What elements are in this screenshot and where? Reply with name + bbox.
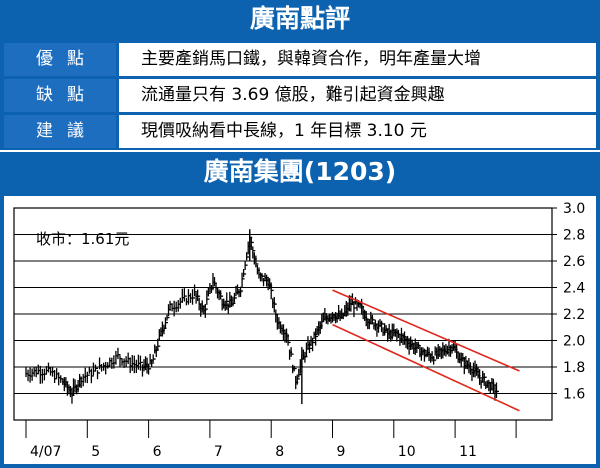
y-tick-label: 1.6 <box>563 387 585 403</box>
review-row-pros: 優點 主要產銷馬口鐵，與韓資合作，明年產量大增 <box>4 43 596 76</box>
price-layer <box>25 229 499 405</box>
review-header: 廣南點評 <box>0 0 600 39</box>
pros-label: 優點 <box>4 43 116 76</box>
chart-frame: 3.0 2.8 2.6 2.4 2.2 2.0 1.8 1.6 4/07 5 6 7 8 9 10 11 收市… <box>0 192 600 468</box>
y-tick-label: 2.2 <box>563 307 585 323</box>
review-row-advice: 建議 現價吸納看中長線，1 年目標 3.10 元 <box>4 115 596 148</box>
trend-line-upper <box>332 289 520 372</box>
chart-background <box>4 196 596 464</box>
x-tick-label: 11 <box>459 444 477 460</box>
close-price-annotation: 收市：1.61元 <box>36 230 129 248</box>
review-title: 廣南點評 <box>249 4 350 33</box>
advice-text: 現價吸納看中長線，1 年目標 3.10 元 <box>119 115 596 148</box>
y-tick-label: 1.8 <box>563 360 585 376</box>
stock-title: 廣南集團(1203) <box>203 157 397 186</box>
price-chart: 3.0 2.8 2.6 2.4 2.2 2.0 1.8 1.6 4/07 5 6 7 8 9 10 11 收市… <box>4 196 596 464</box>
x-tick-label: 7 <box>214 444 223 460</box>
grid-layer <box>13 207 553 421</box>
x-tick-label: 6 <box>153 444 162 460</box>
x-tick-label: 4/07 <box>30 444 61 460</box>
x-tick-label: 9 <box>337 444 346 460</box>
trend-line-lower <box>332 323 520 412</box>
y-tick-label: 2.0 <box>563 334 585 350</box>
review-row-cons: 缺點 流通量只有 3.69 億股，難引起資金興趣 <box>4 79 596 112</box>
advice-label: 建議 <box>4 115 116 148</box>
pros-text: 主要產銷馬口鐵，與韓資合作，明年產量大增 <box>119 43 596 76</box>
y-tick-label: 2.8 <box>563 228 585 244</box>
axis-layer: 3.0 2.8 2.6 2.4 2.2 2.0 1.8 1.6 4/07 5 6 7 8 9 10 11 <box>25 201 585 460</box>
cons-text: 流通量只有 3.69 億股，難引起資金興趣 <box>119 79 596 112</box>
stock-header: 廣南集團(1203) <box>0 152 600 192</box>
trend-layer <box>332 289 520 412</box>
x-tick-label: 8 <box>275 444 284 460</box>
y-tick-label: 2.6 <box>563 254 585 270</box>
x-tick-label: 5 <box>91 444 100 460</box>
y-tick-label: 2.4 <box>563 281 585 297</box>
x-tick-label: 10 <box>398 444 416 460</box>
y-tick-label: 3.0 <box>563 201 585 217</box>
review-table: 優點 主要產銷馬口鐵，與韓資合作，明年產量大增 缺點 流通量只有 3.69 億股… <box>0 39 600 150</box>
cons-label: 缺點 <box>4 79 116 112</box>
